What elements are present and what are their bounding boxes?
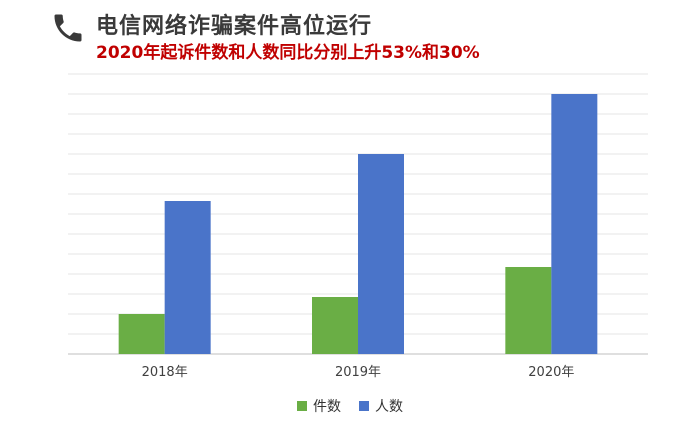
chart-area: 2018年 2019年 2020年 [0,64,700,424]
chart-title: 电信网络诈骗案件高位运行 [96,14,373,39]
bar-series-1-1 [118,314,165,354]
legend-swatch-series-1 [297,401,307,411]
x-tick-label: 2019年 [335,365,381,380]
bar-series-2-3 [551,94,598,354]
chart-header: 电信网络诈骗案件高位运行 2020年起诉件数和人数同比分别上升53%和30% [50,6,690,66]
phone-icon [54,14,82,42]
bar-series-2-2 [358,154,404,354]
legend-label-series-1: 件数 [313,399,341,415]
bar-chart: 2018年 2019年 2020年 [68,73,648,380]
legend-item-series-1: 件数 [297,396,341,416]
x-tick-label: 2020年 [528,365,574,380]
bar-series-1-2 [312,297,358,354]
chart-legend: 件数 人数 [0,396,700,416]
chart-subtitle: 2020年起诉件数和人数同比分别上升53%和30% [96,43,480,63]
x-tick-label: 2018年 [142,365,188,380]
legend-label-series-2: 人数 [375,399,403,415]
legend-item-series-2: 人数 [359,396,403,416]
bar-series-2-1 [164,201,211,354]
bar-series-1-3 [505,267,552,354]
legend-swatch-series-2 [359,401,369,411]
